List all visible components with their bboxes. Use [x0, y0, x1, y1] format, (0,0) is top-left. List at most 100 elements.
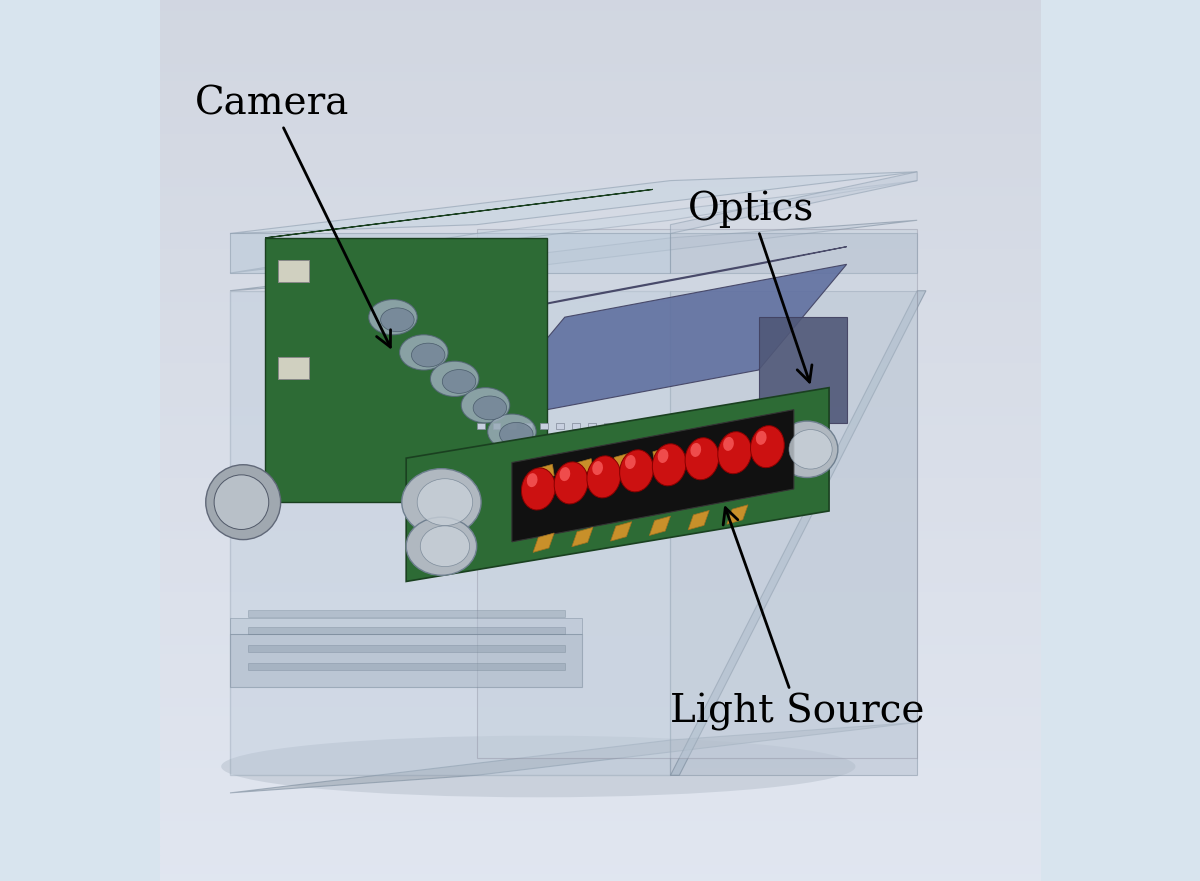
Bar	[160, 238, 1040, 247]
Polygon shape	[265, 238, 547, 502]
Bar	[160, 828, 1040, 837]
Polygon shape	[746, 423, 754, 429]
Bar	[160, 141, 1040, 150]
Ellipse shape	[473, 396, 506, 420]
Bar	[160, 846, 1040, 855]
Bar	[160, 617, 1040, 626]
Bar	[160, 361, 1040, 370]
Ellipse shape	[593, 461, 602, 475]
Bar	[160, 476, 1040, 485]
Bar	[160, 546, 1040, 555]
Polygon shape	[731, 423, 738, 429]
Ellipse shape	[750, 426, 785, 468]
Bar	[160, 670, 1040, 678]
Ellipse shape	[776, 421, 838, 478]
Bar	[160, 396, 1040, 405]
Bar	[160, 652, 1040, 661]
Polygon shape	[671, 172, 917, 233]
Ellipse shape	[619, 450, 653, 492]
Ellipse shape	[658, 449, 668, 463]
Bar	[160, 766, 1040, 775]
Polygon shape	[230, 181, 917, 273]
Bar	[160, 123, 1040, 132]
Polygon shape	[230, 220, 917, 291]
Ellipse shape	[690, 443, 701, 457]
Bar	[160, 97, 1040, 106]
Ellipse shape	[625, 455, 636, 469]
Bar	[160, 308, 1040, 317]
Bar	[160, 167, 1040, 176]
Bar	[160, 18, 1040, 26]
Polygon shape	[230, 291, 671, 775]
Polygon shape	[619, 423, 628, 429]
Polygon shape	[671, 233, 917, 273]
Bar	[160, 53, 1040, 62]
Ellipse shape	[724, 437, 734, 451]
Bar	[160, 749, 1040, 758]
Polygon shape	[758, 317, 847, 423]
Bar	[160, 819, 1040, 828]
Ellipse shape	[527, 473, 538, 487]
Bar	[160, 493, 1040, 502]
Ellipse shape	[431, 361, 479, 396]
Bar	[160, 62, 1040, 70]
Ellipse shape	[380, 308, 414, 332]
Ellipse shape	[554, 462, 588, 504]
Ellipse shape	[443, 370, 475, 394]
Bar	[160, 264, 1040, 273]
Text: Camera: Camera	[194, 85, 390, 347]
Polygon shape	[492, 423, 500, 429]
Bar	[160, 467, 1040, 476]
Bar	[160, 661, 1040, 670]
Polygon shape	[611, 522, 631, 541]
Polygon shape	[556, 423, 564, 429]
Ellipse shape	[368, 300, 418, 335]
Bar	[160, 388, 1040, 396]
Ellipse shape	[522, 468, 556, 510]
Ellipse shape	[685, 438, 719, 480]
Ellipse shape	[487, 414, 536, 449]
Bar	[160, 44, 1040, 53]
Bar	[160, 344, 1040, 352]
Bar	[160, 300, 1040, 308]
Bar	[160, 784, 1040, 793]
Polygon shape	[671, 291, 926, 775]
Bar	[160, 35, 1040, 44]
Polygon shape	[536, 464, 554, 480]
Bar	[160, 255, 1040, 264]
Bar	[160, 502, 1040, 511]
Polygon shape	[604, 423, 612, 429]
Bar	[160, 70, 1040, 79]
Bar	[160, 194, 1040, 203]
Polygon shape	[509, 423, 516, 429]
Bar	[160, 317, 1040, 326]
Polygon shape	[683, 423, 691, 429]
Ellipse shape	[499, 422, 533, 446]
Ellipse shape	[205, 465, 281, 539]
Bar	[160, 326, 1040, 335]
Bar	[160, 555, 1040, 564]
Bar	[278, 357, 310, 379]
Bar	[160, 26, 1040, 35]
Polygon shape	[265, 189, 653, 238]
Bar	[160, 106, 1040, 115]
Bar	[160, 696, 1040, 705]
Bar	[160, 79, 1040, 88]
Polygon shape	[698, 423, 707, 429]
Bar	[160, 758, 1040, 766]
Polygon shape	[572, 423, 580, 429]
Ellipse shape	[587, 455, 620, 498]
Polygon shape	[731, 436, 748, 452]
Polygon shape	[572, 528, 593, 547]
Bar	[160, 211, 1040, 220]
Bar	[160, 837, 1040, 846]
Bar	[160, 115, 1040, 123]
Polygon shape	[727, 505, 748, 524]
Bar	[160, 643, 1040, 652]
Bar	[160, 811, 1040, 819]
Bar	[160, 529, 1040, 537]
Polygon shape	[667, 423, 674, 429]
Polygon shape	[524, 423, 532, 429]
Bar	[160, 229, 1040, 238]
Bar	[160, 872, 1040, 881]
